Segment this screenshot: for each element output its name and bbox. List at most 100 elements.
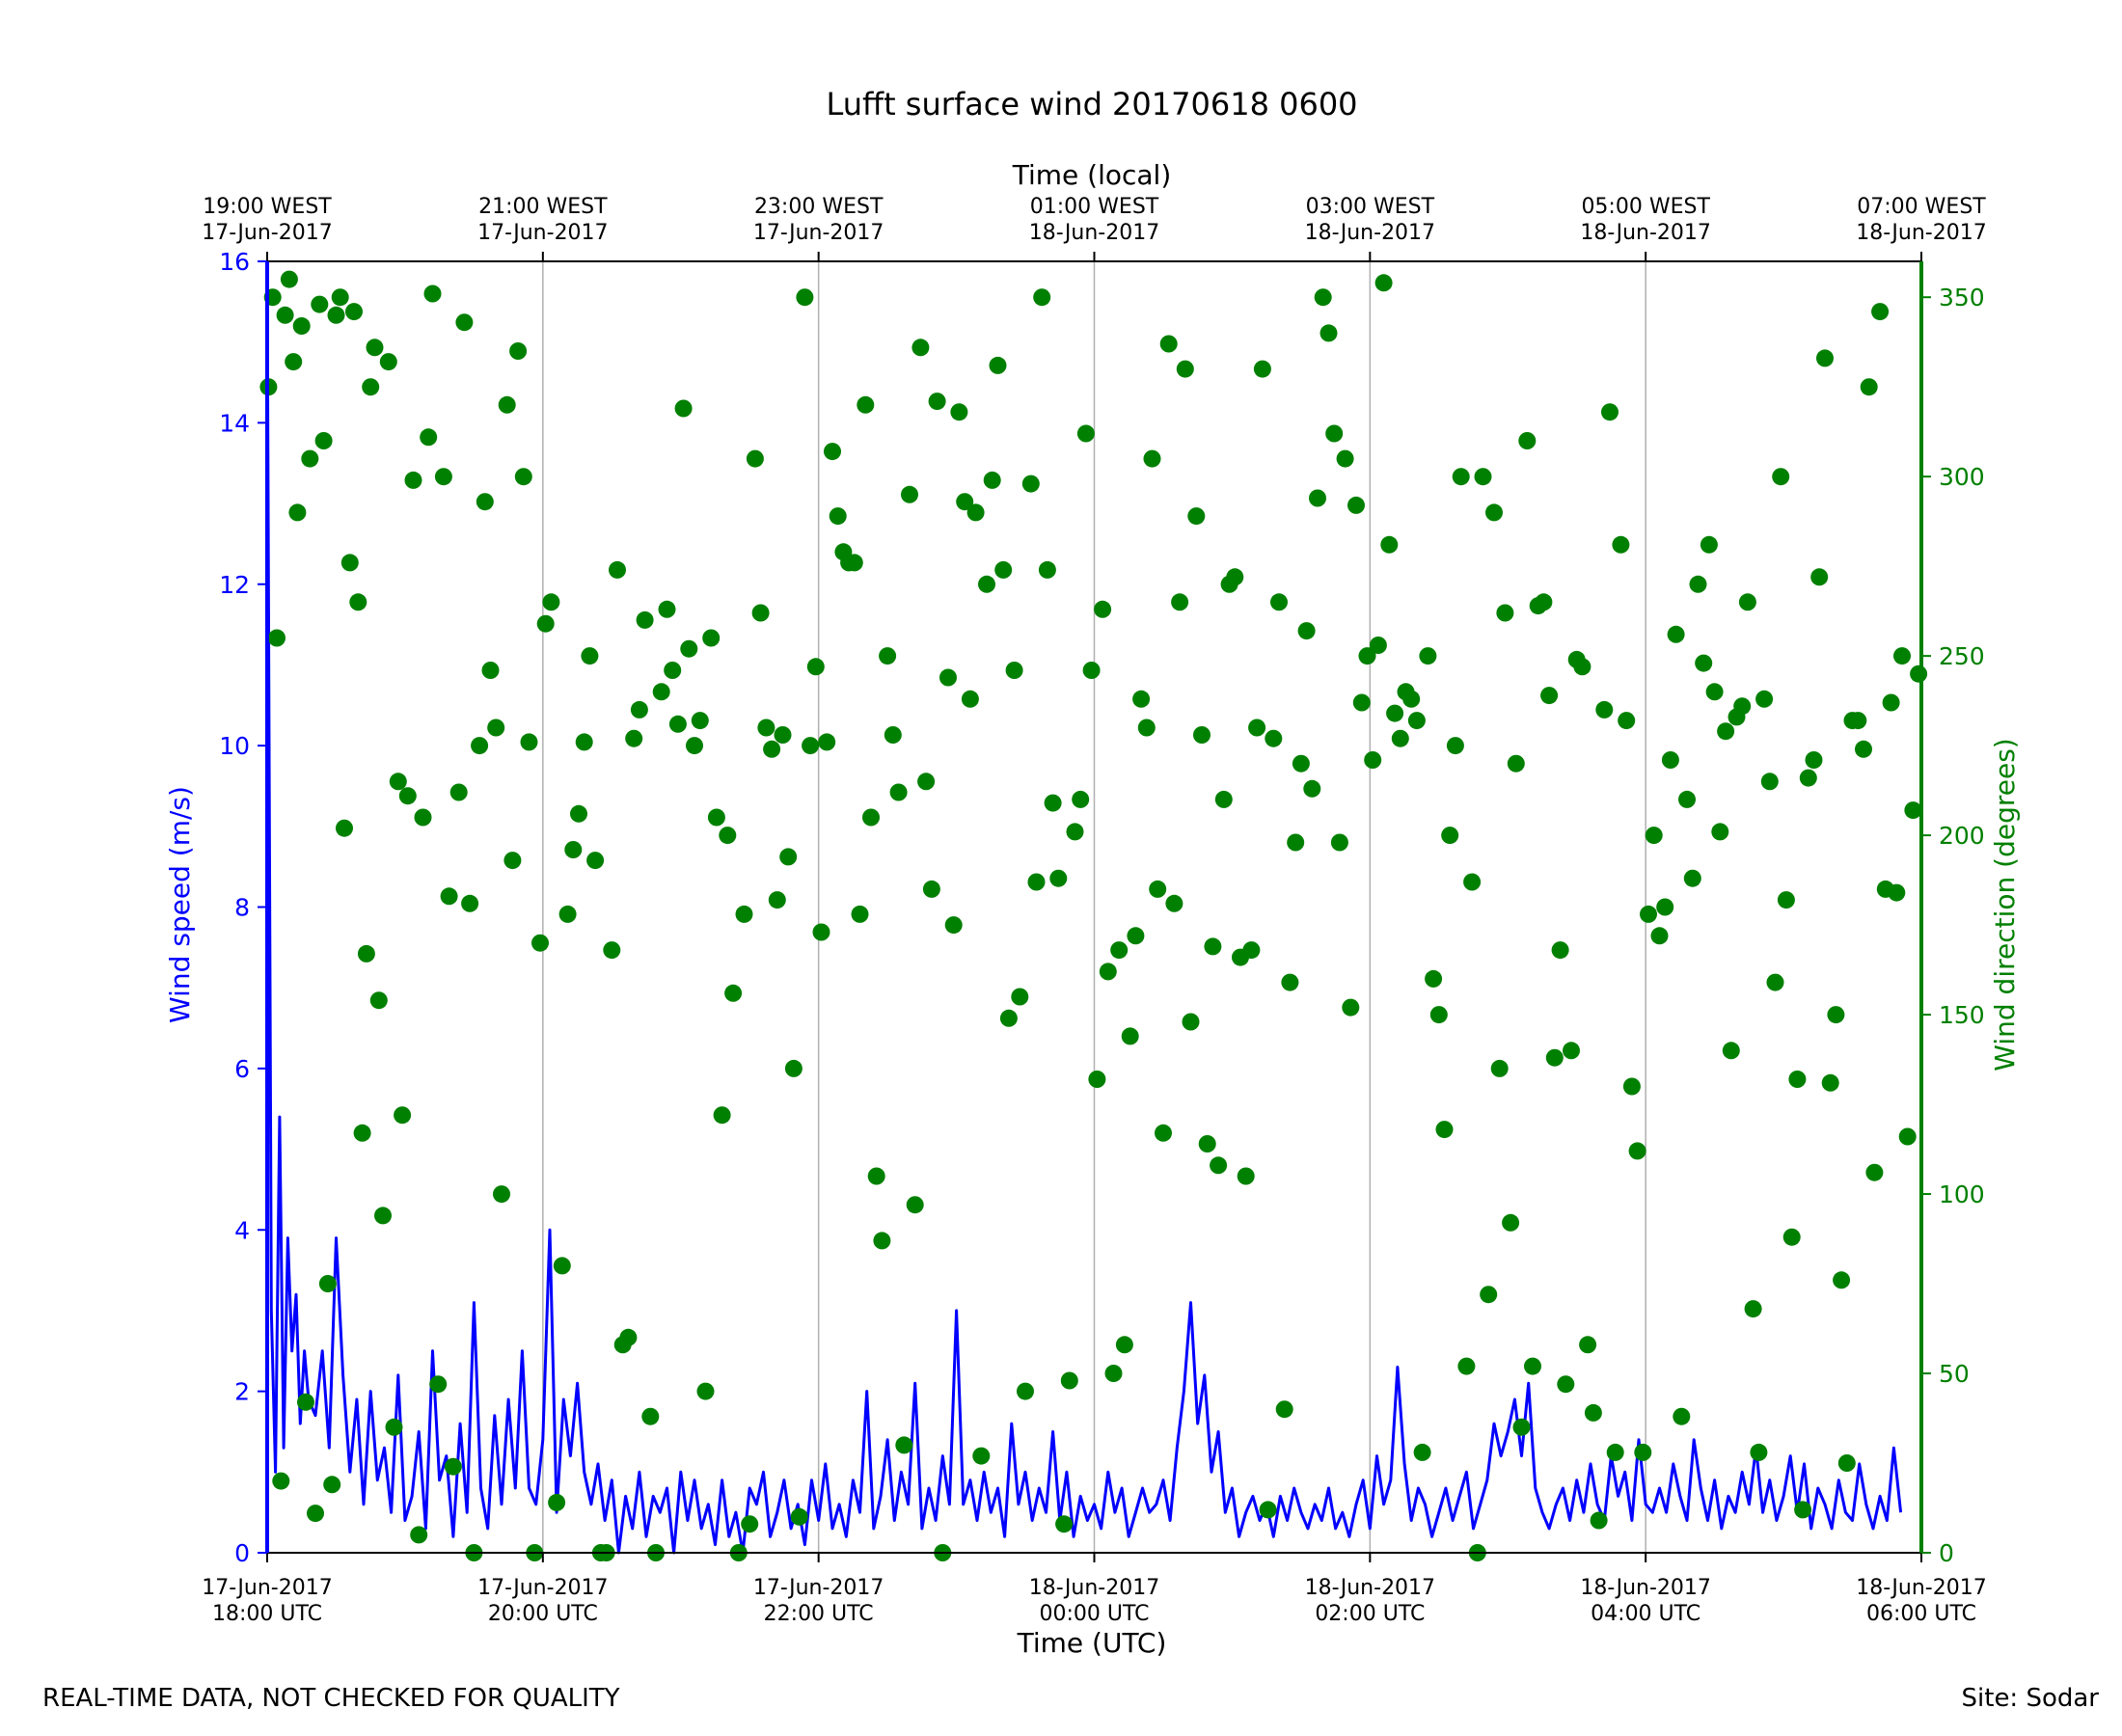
direction-point — [536, 614, 555, 633]
direction-point — [553, 1257, 571, 1275]
direction-point — [1777, 891, 1795, 909]
left-tick-label: 10 — [219, 732, 250, 760]
direction-point — [288, 503, 307, 522]
direction-point — [950, 403, 968, 421]
direction-point — [1634, 1443, 1652, 1461]
direction-point — [1413, 1443, 1431, 1461]
top-tick-time: 23:00 WEST — [754, 195, 884, 219]
direction-point — [824, 443, 841, 461]
direction-point — [1104, 1365, 1123, 1382]
direction-point — [1700, 535, 1718, 554]
direction-point — [911, 339, 930, 357]
direction-point — [1292, 754, 1310, 773]
direction-point — [862, 808, 880, 827]
direction-point — [1683, 869, 1701, 887]
direction-point — [1347, 496, 1365, 514]
direction-point — [1496, 604, 1514, 622]
direction-point — [1860, 378, 1878, 396]
direction-point — [1127, 927, 1145, 945]
direction-point — [961, 690, 979, 708]
direction-point — [444, 1457, 462, 1476]
direction-point — [1198, 1135, 1216, 1153]
direction-point — [1711, 823, 1729, 841]
direction-point — [307, 1505, 324, 1523]
top-tick-time: 07:00 WEST — [1857, 195, 1986, 219]
direction-point — [440, 887, 458, 906]
top-tick-time: 01:00 WEST — [1030, 195, 1159, 219]
direction-point — [1904, 801, 1922, 820]
direction-point — [1038, 560, 1056, 579]
direction-point — [1082, 662, 1101, 679]
direction-point — [636, 610, 654, 629]
direction-point — [1270, 593, 1288, 611]
bottom-axis-label: Time (UTC) — [1017, 1627, 1167, 1659]
top-tick-time: 19:00 WEST — [203, 195, 332, 219]
right-tick-label: 100 — [1939, 1180, 1985, 1208]
direction-point — [327, 306, 345, 324]
direction-point — [1182, 1013, 1200, 1031]
direction-point — [812, 923, 830, 941]
top-tick-date: 17-Jun-2017 — [202, 221, 332, 245]
direction-point — [1011, 988, 1029, 1006]
direction-point — [311, 295, 329, 313]
left-tick-label: 8 — [234, 894, 250, 922]
direction-point — [1017, 1382, 1034, 1400]
direction-point — [1849, 712, 1867, 730]
direction-point — [455, 313, 474, 332]
direction-point — [1248, 719, 1266, 737]
direction-point — [1143, 449, 1161, 468]
direction-point — [1210, 1156, 1228, 1175]
direction-point — [374, 1207, 392, 1225]
top-tick-date: 18-Jun-2017 — [1305, 221, 1435, 245]
direction-point — [1005, 662, 1023, 679]
left-tick-label: 16 — [219, 248, 250, 276]
direction-point — [272, 1472, 290, 1490]
direction-point — [1171, 593, 1189, 611]
site-label: Site: Sodar — [1961, 1684, 2099, 1713]
direction-point — [362, 378, 380, 396]
direction-point — [1661, 751, 1679, 769]
direction-point — [972, 1447, 991, 1465]
wind-speed-line — [265, 260, 1903, 1555]
direction-point — [1837, 1454, 1856, 1472]
direction-point — [956, 493, 974, 511]
direction-point — [1766, 973, 1784, 991]
bottom-tick-date: 17-Jun-2017 — [753, 1576, 884, 1600]
direction-point — [1342, 998, 1360, 1017]
direction-point — [851, 905, 869, 923]
bottom-tick-date: 18-Jun-2017 — [1029, 1576, 1159, 1600]
direction-point — [1717, 722, 1735, 741]
direction-point — [340, 554, 359, 572]
direction-point — [1374, 274, 1393, 292]
direction-point — [1601, 403, 1619, 421]
direction-point — [1882, 693, 1900, 712]
direction-point — [857, 395, 875, 414]
bottom-tick-date: 17-Jun-2017 — [477, 1576, 608, 1600]
direction-point — [1656, 898, 1674, 916]
direction-point — [1094, 600, 1112, 618]
direction-point — [520, 733, 538, 751]
direction-point — [1871, 303, 1890, 321]
bottom-tick-time: 04:00 UTC — [1591, 1602, 1700, 1626]
direction-point — [1204, 937, 1222, 956]
direction-point — [487, 719, 505, 737]
right-tick-label: 350 — [1939, 284, 1985, 312]
direction-point — [1794, 1501, 1812, 1519]
direction-point — [939, 668, 957, 687]
direction-point — [691, 712, 709, 730]
direction-point — [1452, 468, 1470, 486]
direction-point — [586, 852, 605, 870]
direction-point — [1898, 1127, 1917, 1146]
direction-point — [1755, 690, 1774, 708]
direction-point — [966, 503, 985, 522]
direction-point — [1705, 683, 1724, 701]
right-tick-label: 200 — [1939, 822, 1985, 850]
direction-point — [503, 852, 522, 870]
direction-point — [292, 317, 311, 335]
direction-point — [1805, 751, 1823, 769]
direction-point — [779, 848, 798, 866]
direction-point — [1253, 360, 1271, 378]
direction-point — [301, 449, 319, 468]
direction-point — [1265, 729, 1283, 747]
